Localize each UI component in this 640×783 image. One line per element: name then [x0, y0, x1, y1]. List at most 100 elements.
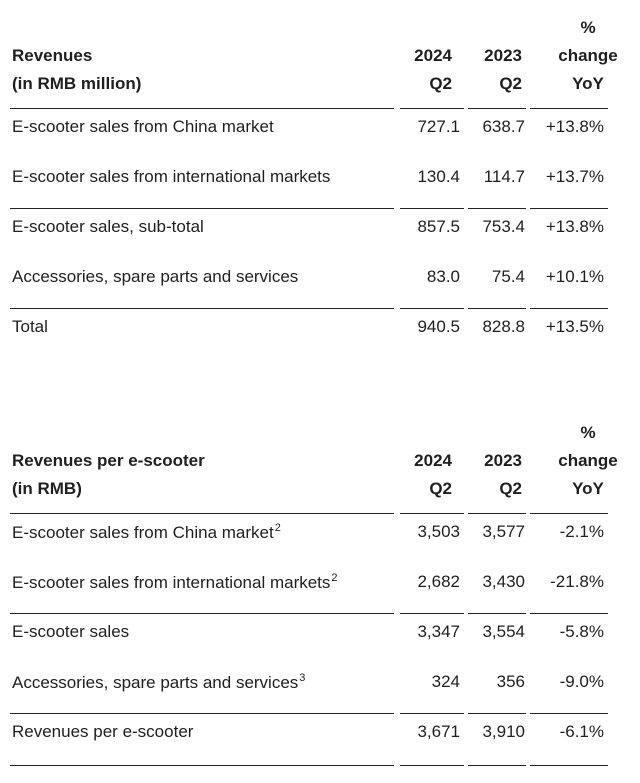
value-change-yoy: -21.8% [550, 572, 604, 591]
row-label: E-scooter sales [12, 622, 129, 642]
row-label-text: E-scooter sales, sub-total [12, 217, 204, 236]
divider-line [530, 308, 608, 309]
table-row: Accessories, spare parts and services 83… [0, 260, 640, 310]
value-change-yoy: +13.7% [545, 167, 604, 186]
table-row: E-scooter sales from international marke… [0, 565, 640, 615]
row-label: E-scooter sales from international marke… [12, 572, 338, 593]
table-row: Revenues per e-scooter 3,671 3,910 -6.1% [0, 713, 640, 765]
value-2024-q2: 3,503 [417, 522, 460, 541]
divider-line [530, 108, 608, 109]
table-row: Total 940.5 828.8 +13.5% [0, 308, 640, 360]
row-label-text: E-scooter sales [12, 622, 130, 641]
col-header-change: % [580, 18, 596, 37]
divider-line [400, 513, 464, 514]
col-header-year: 2023 [484, 451, 522, 470]
divider-line [10, 713, 394, 714]
col-header-quarter: Q2 [499, 479, 522, 498]
value-2023-q2: 3,577 [482, 522, 525, 541]
col-header-change: % [580, 423, 596, 442]
divider-line [10, 765, 394, 766]
col-header-year: 2023 [484, 46, 522, 65]
table-row: E-scooter sales from international marke… [0, 160, 640, 210]
value-change-yoy: -2.1% [559, 522, 604, 541]
row-label: E-scooter sales from China market [12, 117, 274, 137]
col-header-change: change [558, 46, 618, 65]
revenues-per-scooter-table: Revenues per e-scooter (in RMB) 2024 Q2 … [0, 405, 640, 767]
col-header-change: YoY [572, 479, 604, 498]
value-2024-q2: 857.5 [417, 217, 460, 236]
value-2024-q2: 324 [431, 672, 460, 691]
divider-line [530, 613, 608, 614]
footnote-marker: 2 [331, 572, 338, 584]
divider-line [10, 108, 394, 109]
divider-line [10, 513, 394, 514]
value-2023-q2: 828.8 [482, 317, 525, 336]
divider-line [468, 765, 526, 766]
table-row: Accessories, spare parts and services3 3… [0, 665, 640, 715]
row-label: Revenues per e-scooter [12, 722, 193, 742]
divider-line [400, 308, 464, 309]
row-label-text: Accessories, spare parts and services [12, 673, 299, 692]
row-label: Total [12, 317, 48, 337]
row-label-text: E-scooter sales from China market [12, 117, 274, 136]
value-change-yoy: -5.8% [559, 622, 604, 641]
row-label-text: E-scooter sales from international marke… [12, 573, 331, 592]
divider-line [400, 108, 464, 109]
divider-line [468, 208, 526, 209]
value-2023-q2: 3,554 [482, 622, 525, 641]
value-2023-q2: 75.4 [491, 267, 525, 286]
col-header-year: 2024 [414, 46, 452, 65]
value-2023-q2: 3,430 [482, 572, 525, 591]
table-bottom-rule [0, 765, 640, 767]
value-change-yoy: -6.1% [559, 722, 604, 741]
value-change-yoy: +13.8% [545, 217, 604, 236]
divider-line [400, 613, 464, 614]
row-label: E-scooter sales from international marke… [12, 167, 330, 187]
value-change-yoy: -9.0% [559, 672, 604, 691]
table-row: E-scooter sales from China market 727.1 … [0, 108, 640, 160]
divider-line [530, 208, 608, 209]
value-2024-q2: 83.0 [426, 267, 460, 286]
divider-line [530, 713, 608, 714]
value-change-yoy: +13.8% [545, 117, 604, 136]
divider-line [10, 208, 394, 209]
col-header-year: 2024 [414, 451, 452, 470]
row-label-text: Revenues per e-scooter [12, 722, 194, 741]
footnote-marker: 3 [299, 672, 306, 684]
col-header-change: change [558, 451, 618, 470]
row-label: Accessories, spare parts and services3 [12, 672, 305, 693]
row-label-text: Accessories, spare parts and services [12, 267, 299, 286]
divider-line [400, 765, 464, 766]
table-header: Revenues per e-scooter (in RMB) 2024 Q2 … [0, 405, 640, 515]
divider-line [530, 765, 608, 766]
table-subtitle: (in RMB million) [12, 74, 142, 93]
footnote-marker: 2 [274, 522, 281, 534]
value-2023-q2: 638.7 [482, 117, 525, 136]
value-2023-q2: 356 [496, 672, 525, 691]
col-header-quarter: Q2 [429, 74, 452, 93]
col-header-quarter: Q2 [499, 74, 522, 93]
divider-line [468, 713, 526, 714]
divider-line [10, 308, 394, 309]
row-label-text: E-scooter sales from international marke… [12, 167, 331, 186]
divider-line [400, 713, 464, 714]
divider-line [468, 308, 526, 309]
value-2024-q2: 130.4 [417, 167, 460, 186]
value-change-yoy: +13.5% [545, 317, 604, 336]
value-2024-q2: 940.5 [417, 317, 460, 336]
divider-line [468, 108, 526, 109]
value-change-yoy: +10.1% [545, 267, 604, 286]
col-header-quarter: Q2 [429, 479, 452, 498]
value-2024-q2: 2,682 [417, 572, 460, 591]
row-label-text: Total [12, 317, 48, 336]
table-row: E-scooter sales 3,347 3,554 -5.8% [0, 613, 640, 665]
value-2024-q2: 3,347 [417, 622, 460, 641]
table-title: Revenues per e-scooter [12, 451, 205, 470]
table-row: E-scooter sales, sub-total 857.5 753.4 +… [0, 208, 640, 260]
value-2024-q2: 727.1 [417, 117, 460, 136]
divider-line [468, 513, 526, 514]
value-2023-q2: 753.4 [482, 217, 525, 236]
divider-line [468, 613, 526, 614]
value-2023-q2: 114.7 [483, 167, 525, 186]
divider-line [530, 513, 608, 514]
